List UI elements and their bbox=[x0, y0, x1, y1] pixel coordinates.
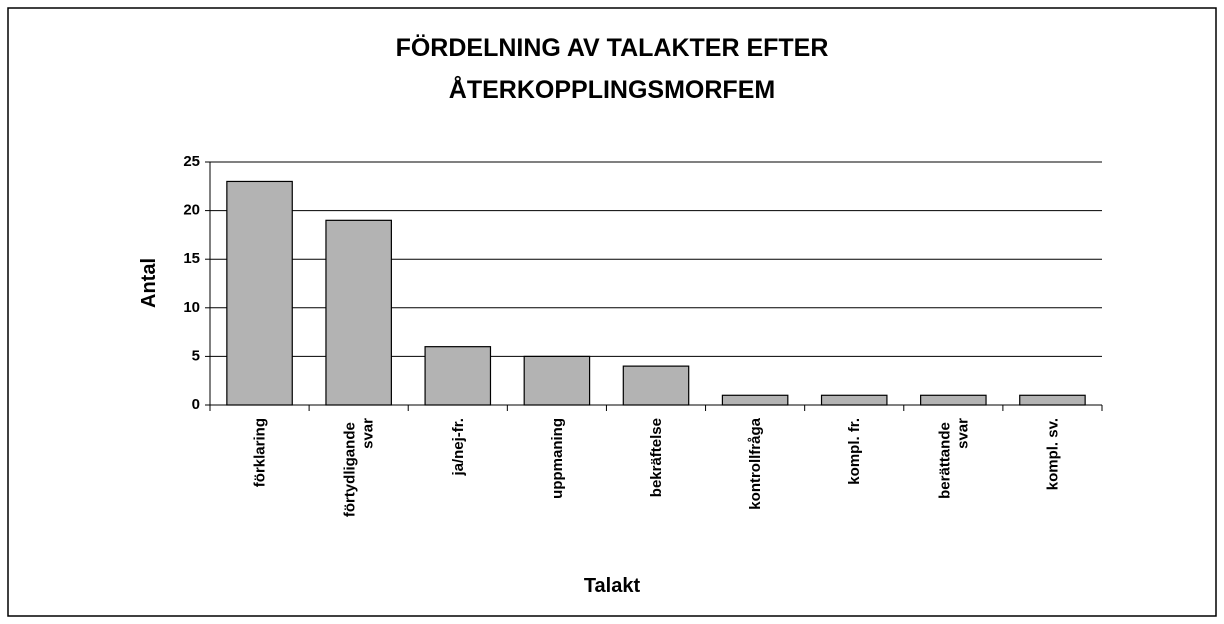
x-tick-label: förtydligande svar bbox=[342, 418, 377, 517]
y-axis-title: Antal bbox=[138, 258, 160, 308]
y-tick-label: 20 bbox=[183, 202, 200, 219]
bar bbox=[424, 346, 492, 406]
x-tick-label: förklaring bbox=[252, 418, 269, 487]
x-tick-label: kontrollfråga bbox=[747, 417, 764, 509]
x-tick-label: uppmaning bbox=[549, 418, 566, 499]
y-tick-label: 25 bbox=[183, 153, 200, 170]
x-axis-title: Talakt bbox=[584, 575, 641, 597]
bar bbox=[820, 394, 888, 406]
y-tick-label: 0 bbox=[192, 396, 200, 413]
y-tick-label: 5 bbox=[192, 347, 200, 364]
chart-title: FÖRDELNING AV TALAKTER EFTER bbox=[396, 33, 829, 62]
bar bbox=[523, 355, 591, 406]
x-tick-label: kompl. fr. bbox=[846, 418, 863, 485]
bar bbox=[920, 394, 987, 406]
bar bbox=[721, 394, 789, 406]
x-tick-label: berättande svar bbox=[936, 418, 971, 499]
bar bbox=[325, 219, 392, 406]
chart-border bbox=[7, 7, 1217, 617]
chart-title: ÅTERKOPPLINGSMORFEM bbox=[449, 75, 775, 104]
bar bbox=[622, 365, 690, 406]
x-tick-label: ja/nej-fr. bbox=[450, 418, 467, 477]
bar bbox=[226, 180, 293, 406]
y-tick-label: 15 bbox=[183, 250, 200, 267]
x-tick-label: bekräftelse bbox=[648, 418, 665, 497]
y-tick-label: 10 bbox=[183, 299, 200, 316]
x-tick-label: kompl. sv. bbox=[1044, 418, 1061, 490]
bar bbox=[1019, 394, 1086, 406]
